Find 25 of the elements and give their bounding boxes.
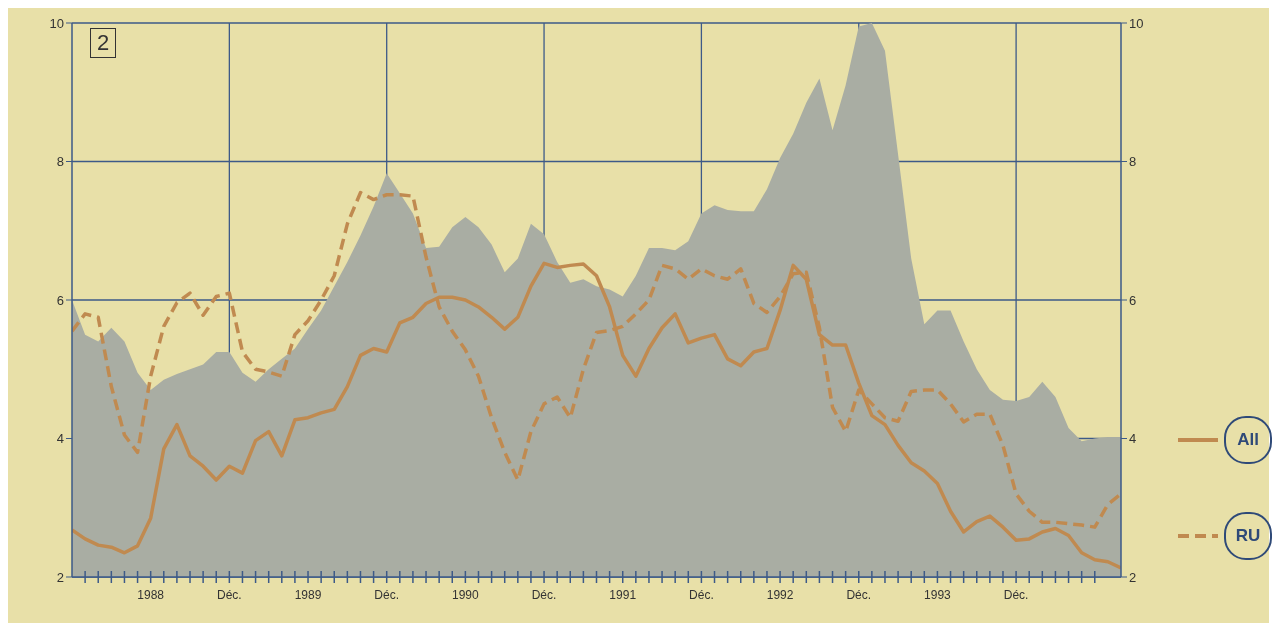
y2-tick-label: 2 bbox=[1129, 569, 1137, 585]
x-tick-label: 1990 bbox=[452, 588, 480, 602]
y-tick-label: 8 bbox=[56, 154, 64, 170]
y2-tick-label: 8 bbox=[1129, 154, 1137, 170]
x-tick-label: Déc. bbox=[217, 588, 242, 602]
x-tick-label: Déc. bbox=[1003, 588, 1029, 602]
y-tick-label: 10 bbox=[49, 15, 64, 31]
y-tick-label: 2 bbox=[56, 569, 64, 585]
x-tick-label: 1993 bbox=[924, 588, 952, 602]
x-tick-label: Déc. bbox=[689, 588, 714, 602]
x-tick-label: Déc. bbox=[531, 588, 557, 602]
legend-label: RU bbox=[1224, 512, 1272, 560]
y-tick-label: 6 bbox=[56, 292, 64, 308]
x-tick-label: 1992 bbox=[766, 588, 794, 602]
y2-tick-label: 6 bbox=[1129, 292, 1137, 308]
y2-tick-label: 10 bbox=[1129, 15, 1144, 31]
x-tick-label: Déc. bbox=[374, 588, 400, 602]
y2-tick-label: 4 bbox=[1129, 431, 1137, 447]
x-tick-label: 1991 bbox=[609, 588, 637, 602]
x-tick-label: 1989 bbox=[294, 588, 322, 602]
x-tick-label: 1988 bbox=[137, 588, 165, 602]
annotation: 2 bbox=[90, 28, 117, 58]
y-tick-label: 4 bbox=[56, 431, 64, 447]
legend-label: All bbox=[1224, 416, 1272, 464]
x-tick-label: Déc. bbox=[846, 588, 872, 602]
